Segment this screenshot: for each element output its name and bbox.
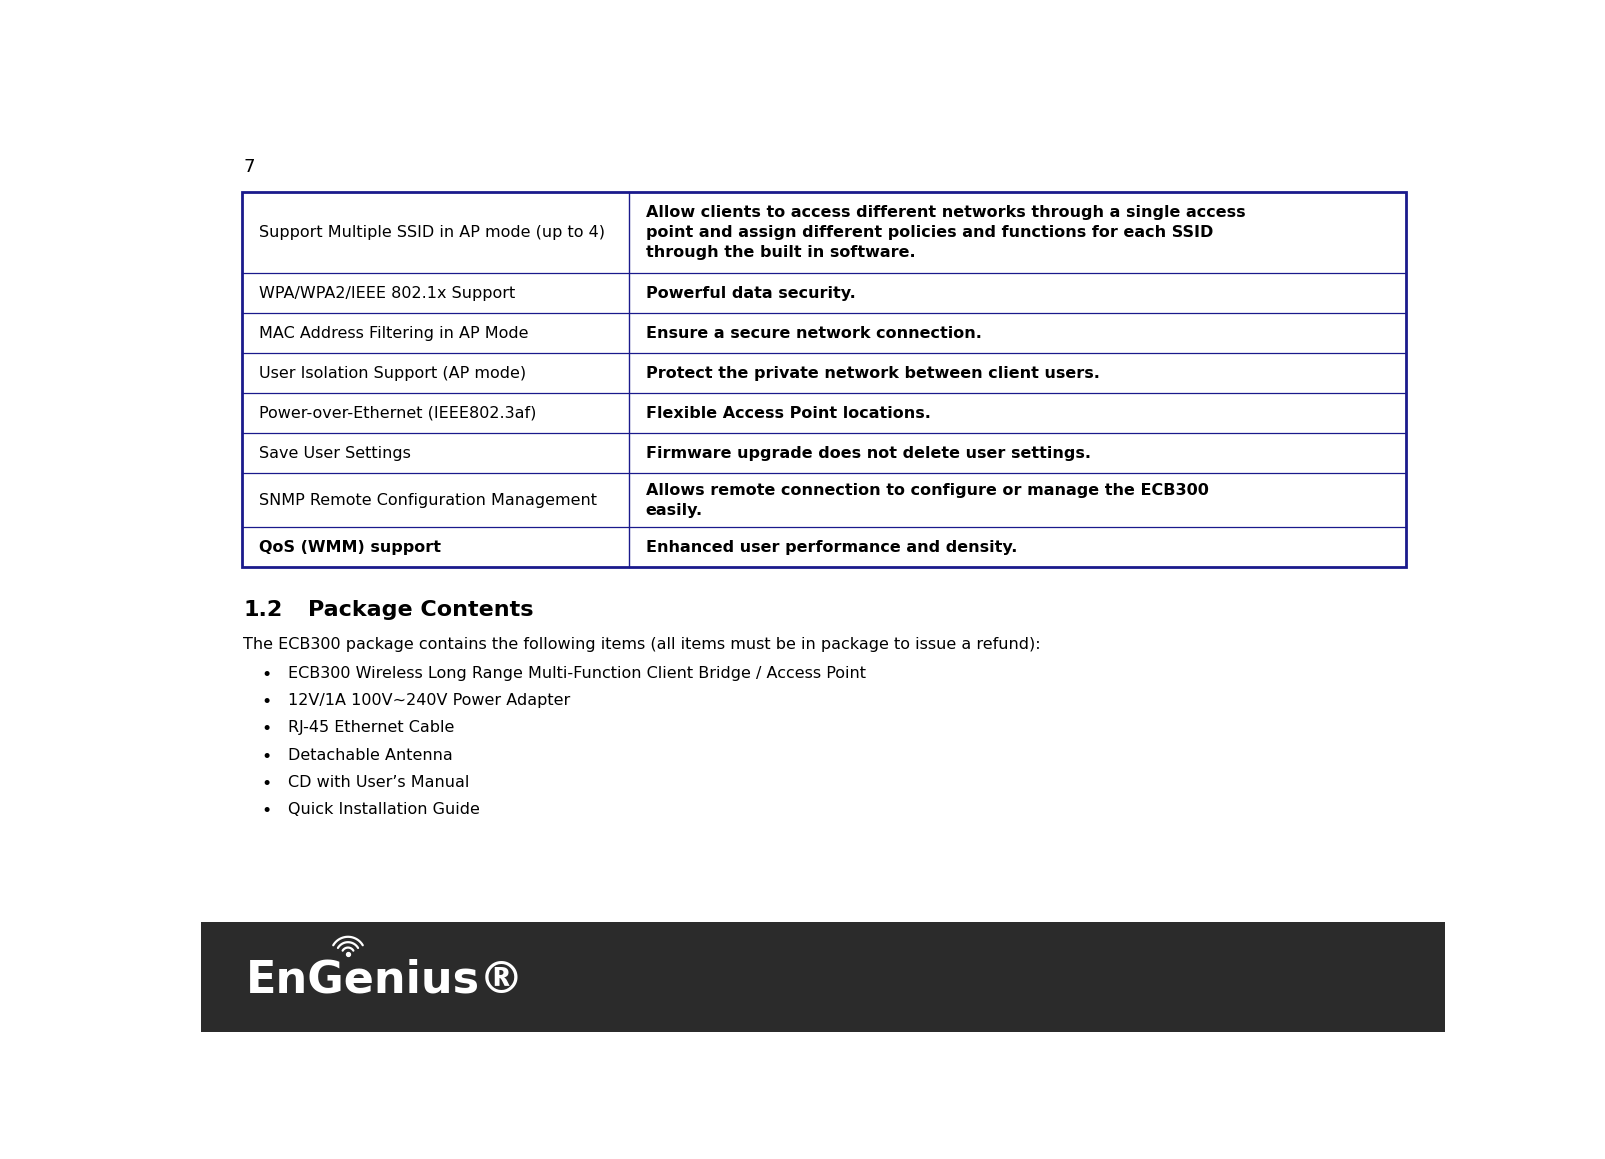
Text: EnGenius®: EnGenius®: [246, 958, 523, 1001]
Bar: [201, 923, 1444, 1032]
Text: Ensure a secure network connection.: Ensure a secure network connection.: [645, 326, 981, 341]
Text: •: •: [262, 721, 271, 738]
Text: ECB300 Wireless Long Range Multi-Function Client Bridge / Access Point: ECB300 Wireless Long Range Multi-Functio…: [287, 665, 865, 680]
Bar: [242, 192, 1404, 567]
Text: 1.2: 1.2: [244, 599, 282, 620]
Text: 7: 7: [244, 158, 255, 175]
Text: Detachable Antenna: Detachable Antenna: [287, 748, 453, 763]
Text: Support Multiple SSID in AP mode (up to 4): Support Multiple SSID in AP mode (up to …: [258, 225, 605, 240]
Text: Power-over-Ethernet (IEEE802.3af): Power-over-Ethernet (IEEE802.3af): [258, 406, 536, 421]
Text: Flexible Access Point locations.: Flexible Access Point locations.: [645, 406, 929, 421]
Text: RJ-45 Ethernet Cable: RJ-45 Ethernet Cable: [287, 721, 454, 736]
Text: MAC Address Filtering in AP Mode: MAC Address Filtering in AP Mode: [258, 326, 528, 341]
Text: User Isolation Support (AP mode): User Isolation Support (AP mode): [258, 365, 526, 380]
Text: Package Contents: Package Contents: [308, 599, 533, 620]
Text: The ECB300 package contains the following items (all items must be in package to: The ECB300 package contains the followin…: [244, 636, 1040, 651]
Text: •: •: [262, 775, 271, 793]
Text: Protect the private network between client users.: Protect the private network between clie…: [645, 365, 1099, 380]
Text: •: •: [262, 693, 271, 712]
Text: Firmware upgrade does not delete user settings.: Firmware upgrade does not delete user se…: [645, 446, 1090, 461]
Text: CD with User’s Manual: CD with User’s Manual: [287, 775, 469, 790]
Text: QoS (WMM) support: QoS (WMM) support: [258, 540, 441, 555]
Text: Quick Installation Guide: Quick Installation Guide: [287, 802, 480, 817]
Text: Save User Settings: Save User Settings: [258, 446, 411, 461]
Text: WPA/WPA2/IEEE 802.1x Support: WPA/WPA2/IEEE 802.1x Support: [258, 285, 515, 300]
Text: SNMP Remote Configuration Management: SNMP Remote Configuration Management: [258, 493, 597, 508]
Text: •: •: [262, 802, 271, 821]
Text: Enhanced user performance and density.: Enhanced user performance and density.: [645, 540, 1016, 555]
Text: Allows remote connection to configure or manage the ECB300
easily.: Allows remote connection to configure or…: [645, 483, 1207, 518]
Text: 12V/1A 100V~240V Power Adapter: 12V/1A 100V~240V Power Adapter: [287, 693, 570, 708]
Text: Allow clients to access different networks through a single access
point and ass: Allow clients to access different networ…: [645, 205, 1244, 260]
Text: •: •: [262, 665, 271, 684]
Text: Powerful data security.: Powerful data security.: [645, 285, 855, 300]
Text: •: •: [262, 748, 271, 766]
